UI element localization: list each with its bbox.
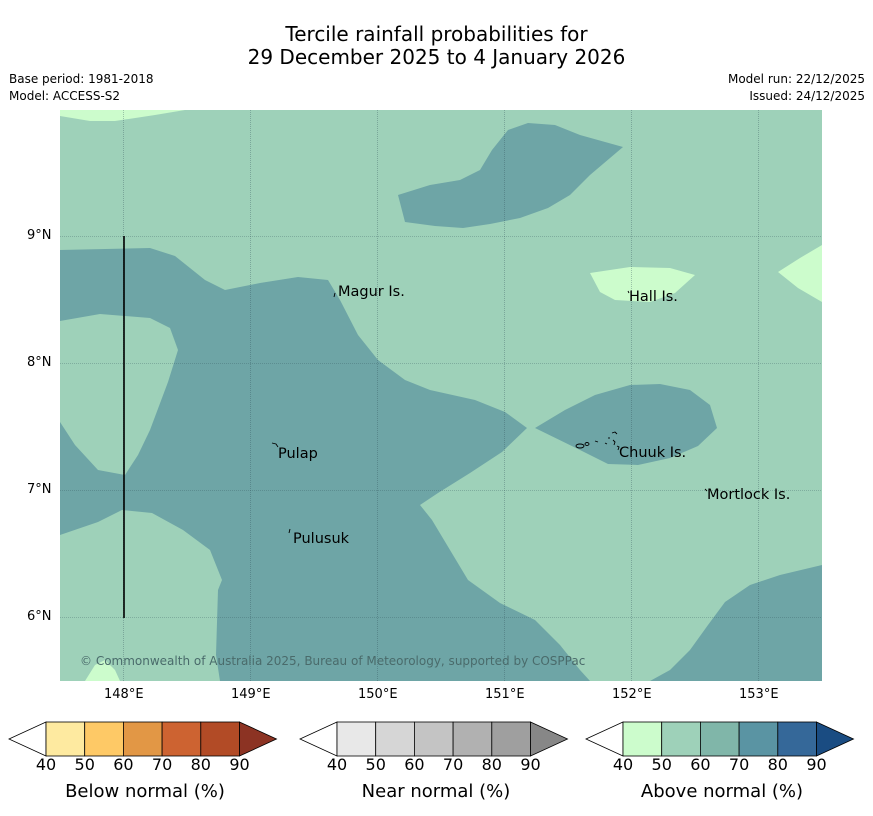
lon-label-153e: 153°E	[739, 687, 779, 702]
place-label-hall: Hall Is.	[629, 289, 678, 305]
colorbar-segment	[123, 721, 163, 757]
colorbar-segment	[777, 721, 817, 757]
above-normal-40-region-east	[778, 245, 822, 302]
lon-label-149e: 149°E	[231, 687, 271, 702]
colorbar-tick-label: 40	[612, 755, 634, 774]
colorbar-tick-label: 40	[326, 755, 348, 774]
above-normal-70-chuuk	[535, 384, 717, 465]
colorbar-segment	[661, 721, 701, 757]
lon-label-148e: 148°E	[104, 687, 144, 702]
base-period-text: Base period: 1981-2018	[9, 72, 154, 86]
island-markers	[271, 290, 708, 534]
model-run-text: Model run: 22/12/2025	[727, 72, 865, 86]
above-normal-70-region	[60, 248, 590, 681]
colorbar-below-normal	[8, 721, 278, 757]
lat-label-6n: 6°N	[27, 609, 52, 624]
graticule	[60, 110, 822, 681]
colorbar-tick-label: 50	[74, 755, 95, 774]
lat-label-7n: 7°N	[27, 482, 52, 497]
pulusuk-island-icon	[288, 528, 291, 534]
colorbar-tick-label: 80	[767, 755, 788, 774]
magur-island-icon	[333, 292, 336, 298]
colorbar-segment	[491, 721, 531, 757]
colorbar-extend-high	[530, 721, 569, 757]
title-line-1: Tercile rainfall probabilities for	[285, 22, 588, 46]
lon-label-152e: 152°E	[612, 687, 652, 702]
colorbar-near-normal	[299, 721, 569, 757]
colorbar-segment	[738, 721, 779, 757]
lon-label-151e: 151°E	[485, 687, 525, 702]
colorbar-tick-label: 80	[190, 755, 211, 774]
colorbar-tick-label: 80	[481, 755, 502, 774]
hall-island-icon	[627, 290, 630, 294]
colorbar-above-normal	[585, 721, 855, 757]
pulap-island-icon	[271, 442, 279, 448]
mortlock-island-icon	[704, 488, 708, 492]
issued-text: Issued: 24/12/2025	[749, 89, 865, 103]
place-label-magur: Magur Is.	[338, 284, 405, 300]
colorbar-segment	[622, 721, 663, 757]
above-normal-70-north	[398, 123, 623, 228]
colorbar-extend-high	[239, 721, 278, 757]
colorbar-tick-label: 90	[806, 755, 827, 774]
colorbar-segment	[375, 721, 415, 757]
above-normal-50-pocket	[60, 314, 178, 475]
colorbar-extend-low	[585, 721, 624, 757]
chuuk-lagoon-icon	[575, 431, 620, 451]
colorbar-extend-low	[299, 721, 338, 757]
colorbar-tick-label: 90	[229, 755, 250, 774]
colorbar-tick-label: 50	[365, 755, 386, 774]
colorbar-tick-label: 70	[442, 755, 464, 774]
colorbar-segment	[200, 721, 240, 757]
lon-label-150e: 150°E	[358, 687, 398, 702]
colorbar-segment	[84, 721, 124, 757]
place-label-pulap: Pulap	[278, 446, 318, 462]
colorbar-tick-label: 60	[404, 755, 425, 774]
colorbar-above-label: Above normal (%)	[640, 781, 804, 802]
title-line-2: 29 December 2025 to 4 January 2026	[247, 45, 626, 69]
colorbar-tick-label: 50	[651, 755, 672, 774]
colorbar-tick-label: 70	[151, 755, 173, 774]
colorbar-tick-label: 40	[35, 755, 57, 774]
colorbar-extend-low	[8, 721, 47, 757]
colorbar-tick-label: 90	[520, 755, 541, 774]
colorbar-tick-label: 70	[728, 755, 750, 774]
lat-label-9n: 9°N	[27, 228, 52, 243]
place-label-mortlock: Mortlock Is.	[707, 487, 791, 503]
colorbar-segment	[452, 721, 493, 757]
place-label-pulusuk: Pulusuk	[293, 531, 350, 547]
colorbar-tick-label: 60	[113, 755, 134, 774]
colorbar-tick-label: 60	[690, 755, 711, 774]
lat-label-8n: 8°N	[27, 355, 52, 370]
above-normal-40-region-hall	[590, 267, 695, 302]
colorbar-extend-high	[816, 721, 855, 757]
rainfall-probability-map	[60, 110, 822, 681]
colorbar-segment	[414, 721, 454, 757]
colorbar-segment	[336, 721, 377, 757]
place-label-chuuk: Chuuk Is.	[619, 445, 687, 461]
above-normal-40-region-south	[85, 660, 120, 681]
above-normal-70-southeast	[650, 565, 822, 681]
colorbar-segment	[161, 721, 202, 757]
model-text: Model: ACCESS-S2	[9, 89, 121, 103]
copyright-notice: © Commonwealth of Australia 2025, Bureau…	[80, 654, 586, 668]
colorbar-below-label: Below normal (%)	[65, 781, 225, 802]
colorbar-near-label: Near normal (%)	[361, 781, 511, 802]
above-normal-40-region-top	[60, 110, 185, 121]
colorbar-segment	[45, 721, 86, 757]
colorbar-segment	[700, 721, 740, 757]
